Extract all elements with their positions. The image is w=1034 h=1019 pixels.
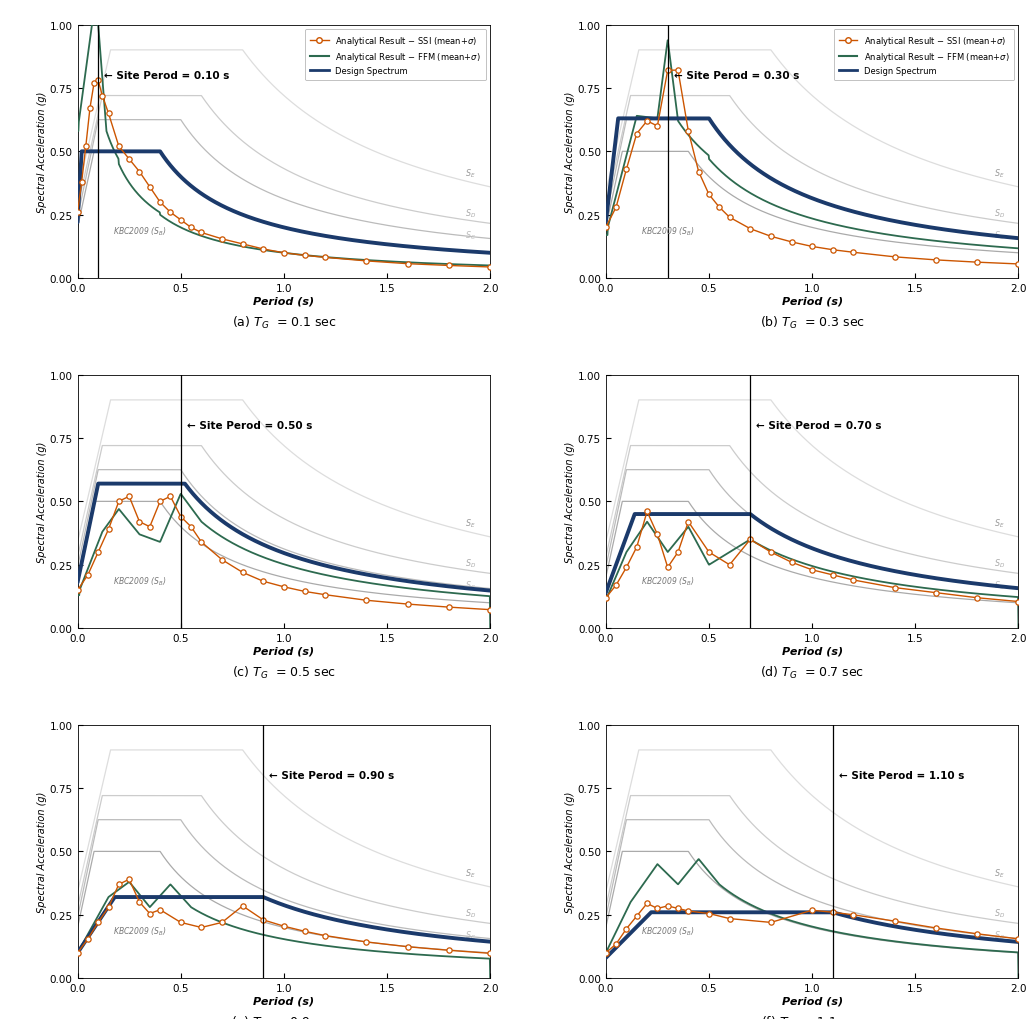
Text: $S_E$: $S_E$ [994,867,1004,879]
Text: $S_D$: $S_D$ [465,557,477,570]
Text: $S_D$: $S_D$ [465,907,477,919]
Text: KBC2009 ($S_B$): KBC2009 ($S_B$) [113,225,165,238]
Y-axis label: Spectral Acceleration (g): Spectral Acceleration (g) [565,441,575,562]
X-axis label: Period (s): Period (s) [782,646,843,656]
Text: (f) $\mathit{T}_G$  = 1.1 sec: (f) $\mathit{T}_G$ = 1.1 sec [761,1014,863,1019]
Text: (b) $\mathit{T}_G$  = 0.3 sec: (b) $\mathit{T}_G$ = 0.3 sec [760,314,864,330]
Y-axis label: Spectral Acceleration (g): Spectral Acceleration (g) [37,441,47,562]
Text: (e) $\mathit{T}_G$  = 0.9 sec: (e) $\mathit{T}_G$ = 0.9 sec [232,1014,336,1019]
Text: $S_D$: $S_D$ [994,907,1005,919]
Text: $S_C$: $S_C$ [465,579,477,591]
Text: $S_C$: $S_C$ [994,229,1005,242]
Text: ← Site Perod = 0.70 s: ← Site Perod = 0.70 s [757,421,882,431]
Text: $S_C$: $S_C$ [465,229,477,242]
Text: ← Site Perod = 0.10 s: ← Site Perod = 0.10 s [104,71,230,82]
Y-axis label: Spectral Acceleration (g): Spectral Acceleration (g) [37,92,47,213]
Text: KBC2009 ($S_B$): KBC2009 ($S_B$) [641,925,694,937]
Text: KBC2009 ($S_B$): KBC2009 ($S_B$) [113,575,165,588]
Text: (c) $\mathit{T}_G$  = 0.5 sec: (c) $\mathit{T}_G$ = 0.5 sec [232,664,336,680]
Text: $S_C$: $S_C$ [994,928,1005,941]
Text: $S_E$: $S_E$ [994,517,1004,530]
Text: $S_C$: $S_C$ [994,579,1005,591]
Text: ← Site Perod = 1.10 s: ← Site Perod = 1.10 s [839,770,965,781]
Y-axis label: Spectral Acceleration (g): Spectral Acceleration (g) [565,92,575,213]
Y-axis label: Spectral Acceleration (g): Spectral Acceleration (g) [37,791,47,912]
Text: $S_E$: $S_E$ [465,867,476,879]
X-axis label: Period (s): Period (s) [253,297,314,307]
Text: $S_E$: $S_E$ [994,167,1004,179]
Text: KBC2009 ($S_B$): KBC2009 ($S_B$) [641,225,694,238]
Legend: Analytical Result $-$ SSI (mean+$\sigma$), Analytical Result $-$ FFM (mean+$\sig: Analytical Result $-$ SSI (mean+$\sigma$… [833,30,1014,82]
Text: KBC2009 ($S_B$): KBC2009 ($S_B$) [641,575,694,588]
X-axis label: Period (s): Period (s) [782,996,843,1006]
X-axis label: Period (s): Period (s) [253,646,314,656]
Text: $S_D$: $S_D$ [994,557,1005,570]
Text: $S_D$: $S_D$ [994,208,1005,220]
Legend: Analytical Result $-$ SSI (mean+$\sigma$), Analytical Result $-$ FFM (mean+$\sig: Analytical Result $-$ SSI (mean+$\sigma$… [305,30,486,82]
Text: KBC2009 ($S_B$): KBC2009 ($S_B$) [113,925,165,937]
Text: $S_D$: $S_D$ [465,208,477,220]
Text: (d) $\mathit{T}_G$  = 0.7 sec: (d) $\mathit{T}_G$ = 0.7 sec [760,664,864,680]
Text: ← Site Perod = 0.30 s: ← Site Perod = 0.30 s [674,71,799,82]
Text: ← Site Perod = 0.90 s: ← Site Perod = 0.90 s [270,770,395,781]
Text: (a) $\mathit{T}_G$  = 0.1 sec: (a) $\mathit{T}_G$ = 0.1 sec [232,314,336,330]
X-axis label: Period (s): Period (s) [253,996,314,1006]
Text: $S_E$: $S_E$ [465,167,476,179]
X-axis label: Period (s): Period (s) [782,297,843,307]
Text: ← Site Perod = 0.50 s: ← Site Perod = 0.50 s [187,421,312,431]
Y-axis label: Spectral Acceleration (g): Spectral Acceleration (g) [565,791,575,912]
Text: $S_E$: $S_E$ [465,517,476,530]
Text: $S_C$: $S_C$ [465,928,477,941]
